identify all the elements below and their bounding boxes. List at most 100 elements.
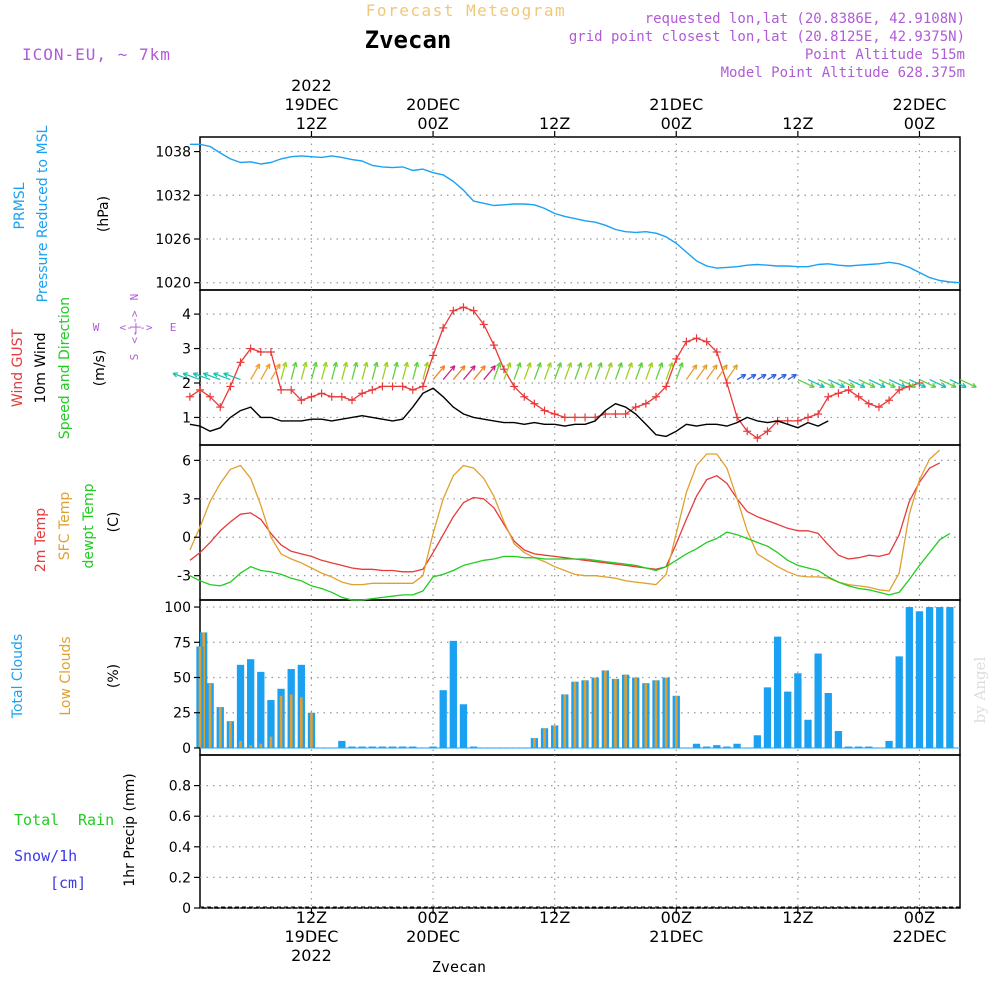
temp-dewpt-line — [189, 531, 951, 601]
gust-marker — [358, 389, 367, 398]
low-clouds-bar — [583, 680, 587, 748]
wind-arrow-shaft — [513, 362, 521, 380]
gust-marker — [753, 434, 762, 443]
wind-direction-arrow — [172, 372, 191, 381]
gust-marker — [378, 382, 387, 391]
x-tick-label: 22DEC — [892, 95, 946, 114]
x-tick-label: 22DEC — [892, 927, 946, 946]
total-clouds-bar — [784, 691, 792, 748]
wind-direction-arrow — [736, 373, 747, 381]
y-tick-label: 1026 — [155, 232, 191, 248]
x-tick-label: 12Z — [782, 908, 813, 927]
y-tick-label: 0 — [182, 530, 191, 546]
wind-direction-arrow — [807, 378, 825, 388]
total-clouds-bar — [794, 673, 802, 748]
total-clouds-bar — [348, 746, 356, 748]
wind-arrow-shaft — [604, 362, 613, 380]
wind-arrow-shaft — [655, 362, 663, 380]
total-clouds-bar — [439, 690, 447, 748]
wind-arrow-shaft — [635, 362, 643, 380]
wind-arrow-shaft — [503, 362, 511, 380]
wind-arrow-shaft — [716, 364, 728, 380]
total-clouds-bar — [895, 656, 903, 748]
label-wind-gust: Wind GUST — [10, 328, 26, 407]
gust-marker — [662, 382, 671, 391]
gust-marker — [540, 406, 549, 415]
axes: 1020 1026 1032 1038 1 2 3 4 -3 0 3 6 0 25 50 75 100 0 0.2 0… — [155, 76, 946, 965]
wind-arrow-head — [668, 362, 674, 368]
gust-marker — [793, 416, 802, 425]
x-tick-label: 21DEC — [649, 95, 703, 114]
chart-title: Forecast Meteogram — [366, 1, 566, 20]
x-tick-label: 2022 — [291, 76, 332, 95]
gust-marker — [824, 392, 833, 401]
wind-arrow-shaft — [939, 378, 957, 388]
wind-arrow-shaft — [868, 378, 886, 388]
credit-watermark: by Angel — [971, 656, 989, 723]
gust-marker — [611, 410, 620, 418]
gust-marker — [864, 399, 873, 408]
compass-north: N — [128, 294, 141, 301]
total-clouds-bar — [733, 743, 741, 748]
wind-direction-arrow — [402, 361, 409, 380]
gust-marker — [206, 392, 215, 401]
gust-marker — [834, 389, 843, 398]
wind-arrow-shaft — [361, 362, 368, 380]
low-clouds-bar — [593, 677, 597, 748]
gust-marker — [631, 403, 640, 412]
wind-direction-arrow — [473, 365, 486, 380]
wind-arrow-head — [556, 362, 562, 368]
wind-arrow-shaft — [442, 365, 456, 380]
label-percent: (%) — [106, 664, 122, 688]
wind-arrow-head — [292, 361, 298, 368]
wind-arrow-head — [771, 373, 777, 380]
gust-marker — [368, 385, 377, 394]
wind-arrow-shaft — [523, 362, 532, 380]
low-clouds-bar — [198, 646, 202, 748]
wind-direction-arrow — [929, 378, 947, 388]
wind-arrow-head — [712, 364, 718, 370]
wind-arrow-head — [781, 373, 787, 380]
wind-direction-arrow — [270, 363, 281, 380]
wind-arrow-head — [750, 373, 757, 380]
gust-marker — [641, 399, 650, 408]
wind-arrow-head — [829, 382, 835, 388]
gust-marker — [459, 303, 468, 312]
gust-marker — [885, 396, 894, 405]
footer-location: Zvecan — [432, 958, 486, 976]
total-clouds-bar — [905, 607, 913, 748]
wind-arrow-head — [627, 362, 633, 368]
wind-direction-arrow — [746, 373, 757, 381]
wind-arrow-shaft — [300, 362, 307, 380]
label-low-clouds: Low Clouds — [58, 636, 74, 715]
wind-direction-arrow — [442, 365, 456, 380]
y-tick-label: 0.2 — [169, 870, 191, 886]
low-clouds-bar — [604, 670, 607, 748]
label-2m-temp: 2m Temp — [33, 508, 49, 572]
wind-direction-arrow — [878, 378, 896, 388]
low-clouds-bar — [573, 681, 577, 748]
wind-arrow-shaft — [706, 364, 718, 380]
wind-arrow-shaft — [280, 362, 287, 380]
wind-direction-arrow — [462, 365, 476, 380]
wind-direction-arrow — [706, 364, 718, 380]
label-cm: [cm] — [50, 874, 86, 892]
total-clouds-bar — [753, 735, 761, 748]
total-clouds-bar — [915, 611, 924, 748]
wind-arrow-head — [971, 382, 977, 388]
wind-arrow-head — [383, 361, 389, 368]
wind-direction-arrow — [320, 361, 328, 380]
wind-arrow-head — [940, 382, 947, 388]
low-clouds-bar — [279, 695, 283, 748]
requested-coords: requested lon,lat (20.8386E, 42.9108N) — [645, 11, 965, 27]
label-prmsl: PRMSL — [12, 182, 28, 229]
gust-marker — [439, 323, 448, 332]
gust-marker — [895, 385, 904, 394]
wind-arrow-head — [202, 372, 209, 378]
gust-marker — [226, 382, 235, 391]
wind-arrow-head — [702, 364, 708, 370]
x-tick-label: 00Z — [661, 114, 692, 133]
wind-arrow-shaft — [250, 363, 261, 380]
wind-direction-arrow — [503, 362, 512, 380]
wind-direction-arrow — [574, 362, 583, 380]
